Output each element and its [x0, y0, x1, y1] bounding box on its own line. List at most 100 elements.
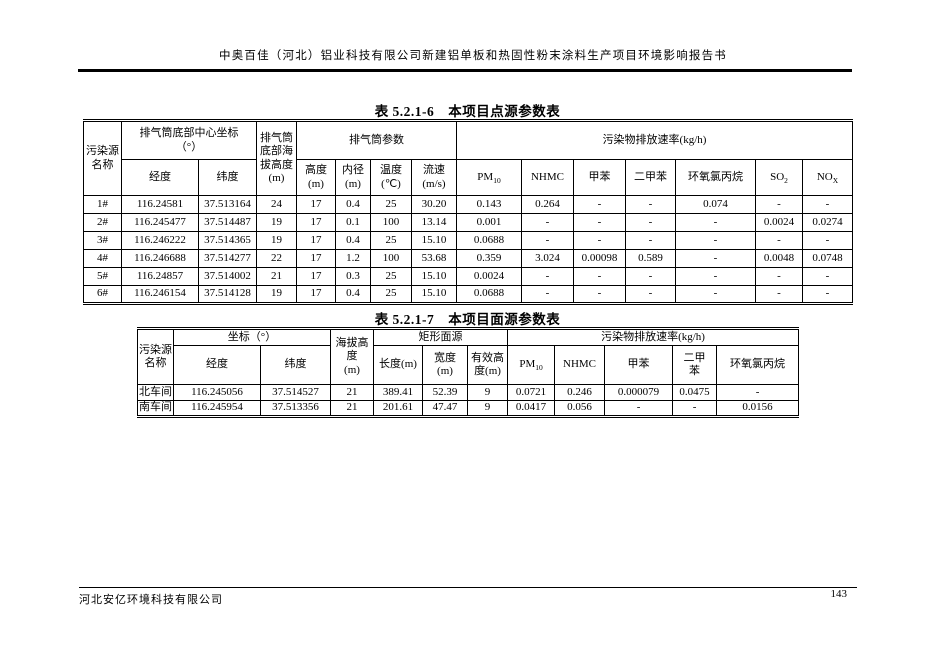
col-group-emission-rate: 污染物排放速率(kg/h): [507, 328, 800, 346]
table-row: 3# 116.246222 37.514365 19 17 0.4 25 15.10 0.068…: [83, 231, 854, 250]
table-cell: -: [573, 195, 626, 214]
table-cell: 37.514277: [198, 249, 257, 268]
table-cell: 9: [466, 400, 509, 417]
table-cell: 13.14: [411, 213, 457, 232]
table-row: 1# 116.24581 37.513164 24 17 0.4 25 30.20 0.143 0…: [83, 195, 854, 214]
table-cell: 9: [466, 384, 509, 401]
table-cell: 19: [256, 285, 297, 304]
table-cell: 0.0417: [507, 400, 556, 417]
table-cell: -: [625, 285, 676, 304]
table-cell: 37.514365: [198, 231, 257, 250]
col-xylene: 二甲苯: [625, 159, 676, 196]
table-cell: -: [573, 267, 626, 286]
table-cell: 0.589: [625, 249, 676, 268]
col-epichlorohydrin: 环氧氯丙烷: [675, 159, 756, 196]
table-cell: 116.24581: [121, 195, 199, 214]
col-nhmc: NHMC: [554, 345, 606, 385]
table-cell: 37.513356: [260, 400, 331, 417]
table-cell: 17: [296, 231, 336, 250]
table-cell: 21: [330, 384, 374, 401]
table-cell: 100: [370, 249, 412, 268]
col-group-stack-params: 排气筒参数: [296, 120, 457, 160]
table-cell: 17: [296, 267, 336, 286]
table-cell: 0.0274: [801, 213, 854, 232]
area-source-table-body: 北车间 116.245056 37.514527 21 389.41 52.39 9 0.07…: [137, 384, 800, 417]
table-cell: -: [755, 231, 803, 250]
table-cell: 52.39: [422, 384, 468, 401]
table-cell: -: [521, 213, 574, 232]
table-cell: 北车间: [137, 384, 174, 401]
table-cell: 21: [256, 267, 297, 286]
table-cell: 0.264: [521, 195, 574, 214]
table-cell: 0.001: [456, 213, 522, 232]
table-cell: -: [755, 285, 803, 304]
col-pm10: PM10: [507, 345, 556, 385]
col-latitude: 纬度: [198, 159, 257, 196]
col-nox-label: NO: [816, 170, 833, 183]
col-elevation: 海拔高 度 (m): [330, 328, 374, 385]
table-cell: 0.0688: [456, 285, 522, 304]
footer-company: 河北安亿环境科技有限公司: [79, 594, 223, 606]
table-cell: -: [801, 195, 854, 214]
table-cell: 116.24857: [121, 267, 199, 286]
col-nhmc: NHMC: [521, 159, 574, 196]
col-velocity: 流速 (m/s): [411, 159, 457, 196]
table-cell: 25: [370, 231, 412, 250]
table-cell: 0.3: [335, 267, 371, 286]
table-cell: 37.514002: [198, 267, 257, 286]
col-length: 长度(m): [373, 345, 423, 385]
table-cell: -: [573, 285, 626, 304]
table-cell: 17: [296, 249, 336, 268]
table-cell: 0.0721: [507, 384, 556, 401]
col-pm10-label: PM: [477, 170, 494, 183]
table-cell: 116.245477: [121, 213, 199, 232]
table-cell: 0.0688: [456, 231, 522, 250]
page-number: 143: [830, 588, 848, 600]
table-cell: -: [625, 213, 676, 232]
col-source-name: 污染源 名称: [83, 120, 122, 196]
table-cell: 0.000079: [604, 384, 674, 401]
table-row: 南车间 116.245954 37.513356 21 201.61 47.47 9 0.04…: [137, 400, 800, 417]
table-cell: 4#: [83, 249, 122, 268]
table-cell: 116.245954: [173, 400, 261, 417]
table-cell: 37.513164: [198, 195, 257, 214]
table-cell: 0.0475: [672, 384, 718, 401]
table-cell: -: [573, 231, 626, 250]
table-cell: -: [801, 285, 854, 304]
table-cell: 25: [370, 267, 412, 286]
table-cell: -: [521, 285, 574, 304]
table-cell: 0.4: [335, 285, 371, 304]
table-cell: 2#: [83, 213, 122, 232]
header-rule: [78, 69, 852, 72]
table-cell: 5#: [83, 267, 122, 286]
table-row: 2# 116.245477 37.514487 19 17 0.1 100 13.14 0.00…: [83, 213, 854, 232]
col-temperature: 温度 (℃): [370, 159, 412, 196]
col-source-name: 污染源 名称: [137, 328, 174, 385]
table-cell: 21: [330, 400, 374, 417]
table-cell: 25: [370, 285, 412, 304]
table-cell: 37.514527: [260, 384, 331, 401]
running-head: 中奥百佳（河北）铝业科技有限公司新建铝单板和热固性粉末涂料生产项目环境影响报告书: [219, 50, 727, 62]
table-row: 4# 116.246688 37.514277 22 17 1.2 100 53.68 0.35…: [83, 249, 854, 268]
table-cell: -: [716, 384, 800, 401]
table-cell: 0.00098: [573, 249, 626, 268]
table-cell: 3#: [83, 231, 122, 250]
table-cell: 116.245056: [173, 384, 261, 401]
table-cell: 17: [296, 285, 336, 304]
col-nox: NOX: [801, 159, 854, 196]
area-source-table: 污染源 名称 坐标（°） 海拔高 度 (m) 矩形面源 污染物排放速率(kg/h…: [137, 327, 800, 418]
table-row: 6# 116.246154 37.514128 19 17 0.4 25 15.10 0.068…: [83, 285, 854, 304]
table-cell: 17: [296, 195, 336, 214]
table1-title: 表 5.2.1-6 本项目点源参数表: [374, 104, 561, 119]
col-so2: SO2: [755, 159, 803, 196]
table-cell: -: [675, 231, 756, 250]
table-cell: -: [604, 400, 674, 417]
col-pm10-subscript: 10: [493, 176, 501, 186]
col-pm10-label: PM: [519, 358, 536, 371]
table-cell: 53.68: [411, 249, 457, 268]
col-effective-height: 有效高 度(m): [466, 345, 509, 385]
table-cell: -: [675, 285, 756, 304]
col-height: 高度 (m): [296, 159, 336, 196]
table-cell: 24: [256, 195, 297, 214]
